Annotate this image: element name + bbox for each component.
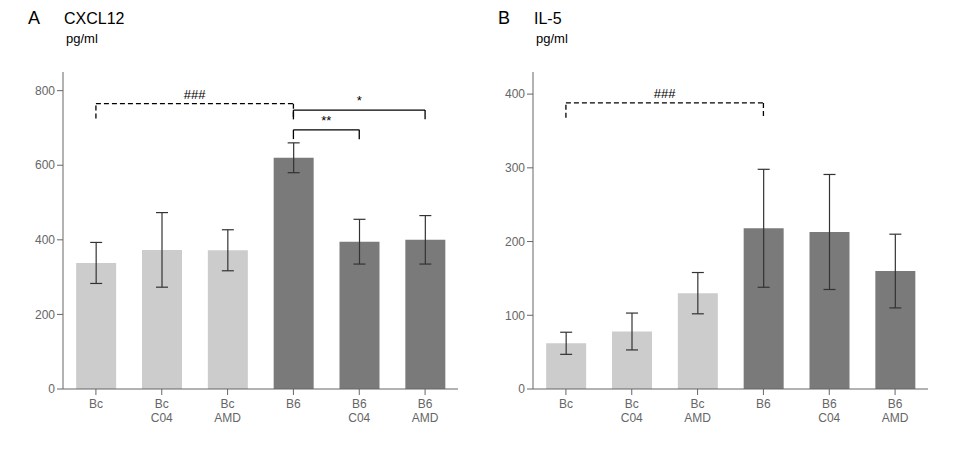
svg-text:BcC04: BcC04: [621, 397, 643, 425]
svg-text:200: 200: [505, 235, 525, 249]
svg-text:B6C04: B6C04: [818, 397, 840, 425]
svg-text:B6: B6: [286, 397, 301, 411]
svg-text:Bc: Bc: [89, 397, 103, 411]
html-text:B: B: [498, 8, 510, 28]
svg-text:B6AMD: B6AMD: [412, 397, 439, 425]
html-text:pg/ml: pg/ml: [536, 31, 568, 46]
html-text:A: A: [28, 8, 40, 28]
svg-text:0: 0: [48, 382, 55, 396]
svg-text:BcC04: BcC04: [151, 397, 173, 425]
svg-text:*: *: [357, 93, 362, 108]
svg-text:600: 600: [35, 158, 55, 172]
html-text:IL-5: IL-5: [534, 10, 562, 27]
svg-text:200: 200: [35, 308, 55, 322]
html-text:CXCL12: CXCL12: [64, 10, 125, 27]
svg-text:###: ###: [654, 86, 676, 101]
svg-text:400: 400: [505, 87, 525, 101]
svg-text:400: 400: [35, 233, 55, 247]
svg-text:800: 800: [35, 84, 55, 98]
html-text:pg/ml: pg/ml: [66, 31, 98, 46]
svg-text:100: 100: [505, 309, 525, 323]
svg-text:0: 0: [518, 382, 525, 396]
svg-text:BcAMD: BcAMD: [214, 397, 241, 425]
svg-text:300: 300: [505, 161, 525, 175]
svg-text:BcAMD: BcAMD: [684, 397, 711, 425]
svg-text:B6: B6: [756, 397, 771, 411]
svg-text:Bc: Bc: [559, 397, 573, 411]
svg-text:###: ###: [184, 87, 206, 102]
svg-text:B6AMD: B6AMD: [882, 397, 909, 425]
svg-text:**: **: [321, 113, 331, 128]
svg-text:B6C04: B6C04: [348, 397, 370, 425]
